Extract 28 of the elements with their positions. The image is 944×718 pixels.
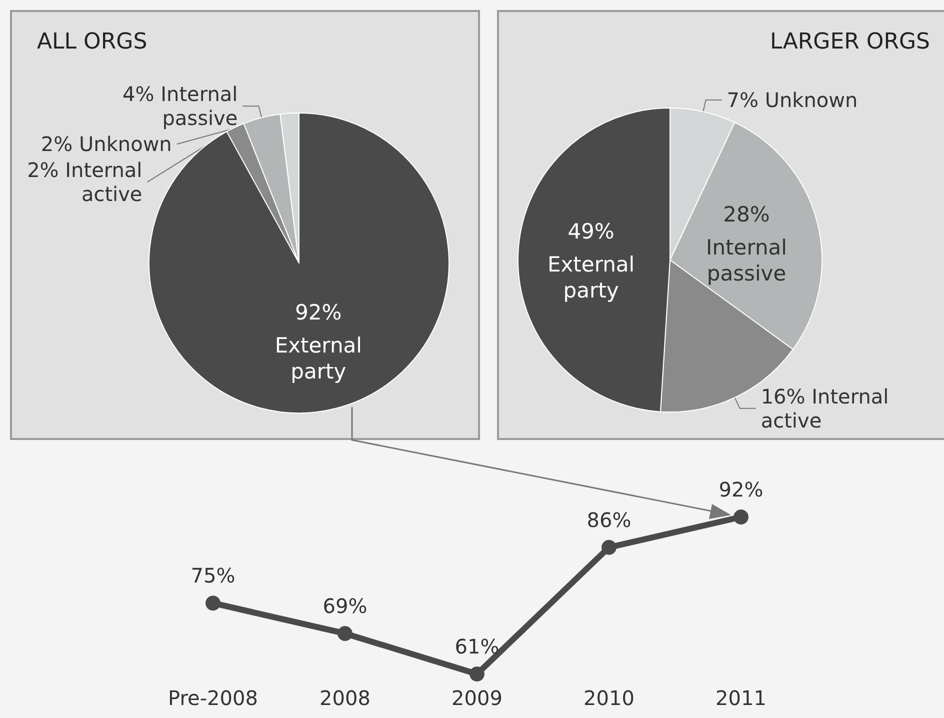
slice-label: External party xyxy=(547,252,635,303)
slice-label: 4% Internal passive xyxy=(122,82,238,130)
data-label: 61% xyxy=(454,634,500,658)
chart-title: LARGER ORGS xyxy=(770,30,930,54)
x-tick-label: 2010 xyxy=(584,686,634,710)
data-label: 92% xyxy=(295,300,342,325)
data-label: 75% xyxy=(190,564,236,588)
slice-label: 16% Internal active xyxy=(760,384,889,432)
slice-label: 2% Internal active xyxy=(27,158,142,206)
point xyxy=(602,540,616,555)
data-label: 92% xyxy=(718,478,764,502)
x-tick-label: 2011 xyxy=(716,686,766,710)
x-tick-label: 2009 xyxy=(452,686,502,710)
point xyxy=(734,510,748,524)
slice-label: 2% Unknown xyxy=(40,132,172,156)
x-tick-label: Pre-2008 xyxy=(168,686,258,710)
data-label: 86% xyxy=(586,508,632,532)
slice-label: External party xyxy=(274,334,362,384)
x-tick-label: 2008 xyxy=(320,686,370,710)
slice-label: 7% Unknown xyxy=(726,88,858,112)
point xyxy=(338,626,352,641)
chart-title: ALL ORGS xyxy=(37,30,148,54)
data-label: 69% xyxy=(322,594,368,618)
point xyxy=(470,666,484,682)
data-label: 49% xyxy=(568,220,614,244)
data-label: 28% xyxy=(723,202,770,226)
point xyxy=(206,596,220,611)
slice-label: Internal passive xyxy=(706,235,787,286)
